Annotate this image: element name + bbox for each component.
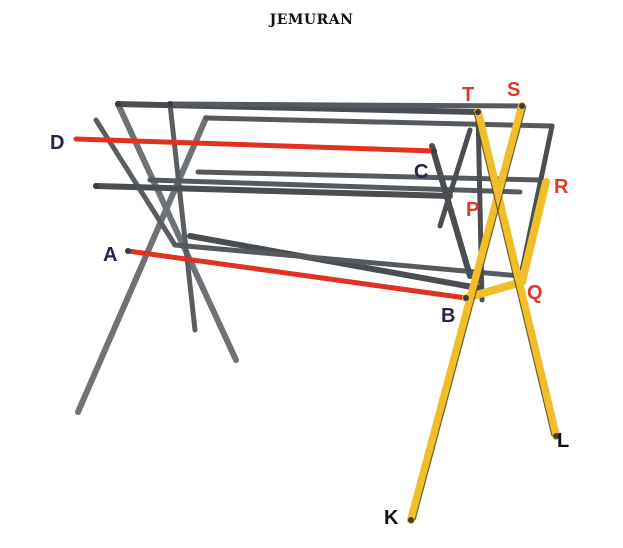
low-rail-2 [172, 242, 523, 279]
left-leg-1 [115, 101, 239, 363]
right-leg-1 [429, 143, 473, 279]
segment-RQ [518, 178, 550, 286]
label-R: R [554, 176, 569, 198]
rod-AB [125, 248, 469, 301]
label-D: D [50, 132, 64, 154]
label-C: C [414, 161, 428, 183]
left-leg-2 [75, 115, 209, 415]
label-P: P [466, 199, 479, 221]
label-L: L [557, 430, 569, 452]
low-rail-1 [187, 233, 481, 291]
right-leg-2 [437, 127, 473, 229]
label-K: K [384, 507, 399, 529]
red-rods [73, 136, 469, 301]
mid-rail-2 [147, 177, 523, 195]
rod-DC [73, 136, 437, 154]
leg-SK [407, 102, 526, 524]
label-T: T [462, 84, 474, 106]
top-rail-3 [203, 115, 555, 129]
mid-rail-3 [195, 169, 543, 183]
joints [93, 101, 559, 523]
left-leg-3 [167, 101, 198, 333]
top-rail-2 [167, 101, 523, 109]
leg-TL [474, 108, 560, 440]
label-A: A [103, 244, 117, 266]
yellow-legs-edges [414, 105, 553, 521]
label-Q: Q [527, 282, 543, 304]
yellow-legs [407, 102, 560, 524]
diagram-title: JEMURAN [269, 12, 354, 28]
mid-rail-1 [93, 183, 453, 199]
label-B: B [441, 305, 455, 327]
label-S: S [507, 79, 520, 101]
